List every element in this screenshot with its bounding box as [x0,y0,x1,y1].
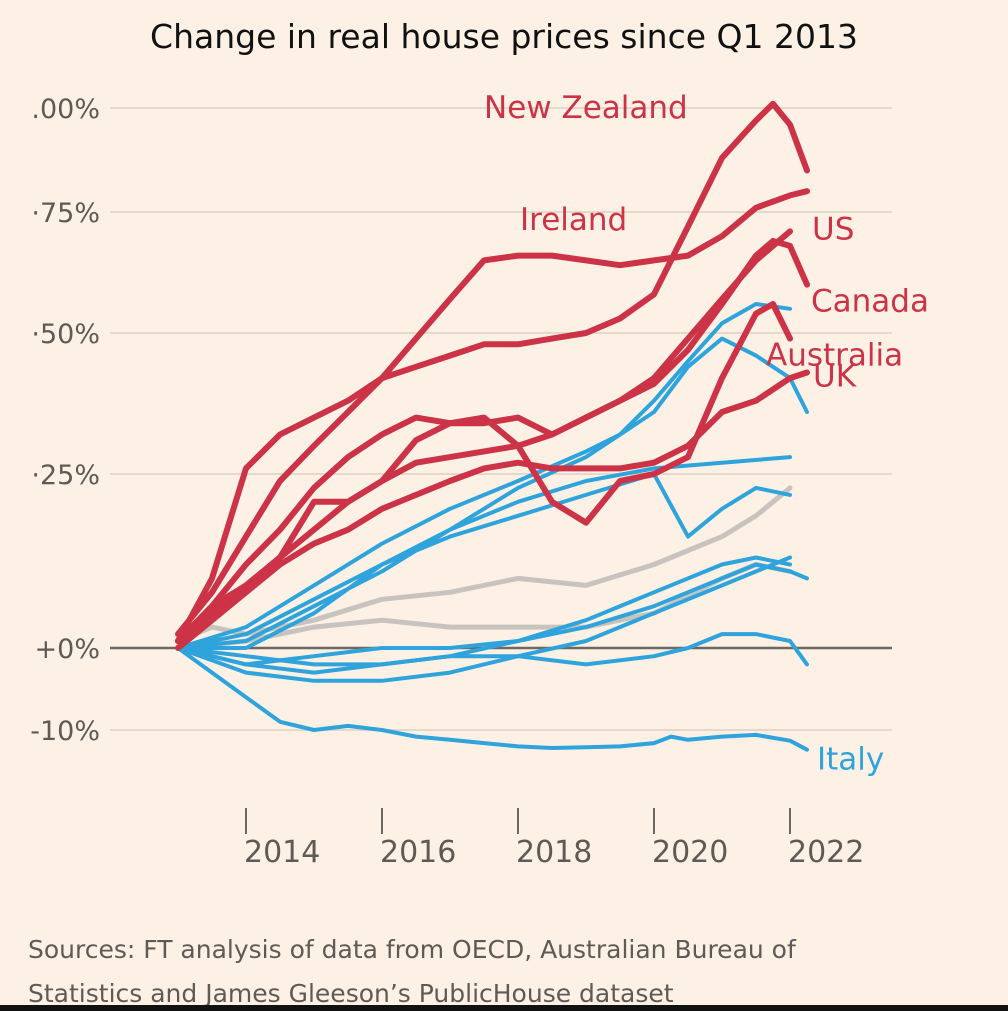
series-line-other-c [176,455,792,650]
source-line-1: Sources: FT analysis of data from OECD, … [28,935,797,964]
series-line-grey-a [175,485,793,644]
series-line-other-f [176,555,792,675]
y-tick-label: .00% [31,94,100,125]
series-label-ireland: Ireland [520,202,627,238]
series-line-italy [176,646,809,752]
series-label-uk: UK [813,358,857,394]
series-label-new-zealand: New Zealand [484,90,688,126]
x-tick-label: 2016 [380,835,456,870]
y-tick-label: ·25% [31,460,100,491]
series-line-new-zealand [175,100,810,638]
series-lines [175,100,810,752]
source-line-2: Statistics and James Gleeson’s PublicHou… [28,979,674,1008]
y-tick-label: -10% [30,716,100,747]
series-line-uk [175,369,810,651]
bottom-edge-bar [0,1005,1008,1011]
series-label-australia: Australia [766,338,903,374]
x-tick-label: 2018 [516,835,592,870]
x-tick-label: 2022 [788,835,864,870]
series-line-ireland [175,188,810,644]
y-tick-label: ·50% [31,319,100,350]
series-line-other-e [176,562,809,667]
series-label-italy: Italy [817,742,884,778]
series-line-other-d [176,472,792,650]
series-line-other-g [176,632,809,667]
y-tick-label: +0% [35,634,100,665]
series-label-canada: Canada [811,284,929,320]
y-axis-ticks: .00% ·75% ·50% ·25% +0% -10% [30,94,100,747]
series-label-us: US [812,211,854,247]
x-tick-label: 2020 [652,835,728,870]
x-axis-ticks: 2014 2016 2018 2020 2022 [244,808,864,870]
series-line-other-h [176,555,792,683]
series-line-australia [175,301,793,644]
source-note: Sources: FT analysis of data from OECD, … [28,935,797,1008]
series-line-other-a [176,302,792,650]
y-tick-label: ·75% [31,198,100,229]
series-line-canada [175,238,810,644]
series-line-other-b [176,336,809,650]
chart-title: Change in real house prices since Q1 201… [150,17,858,56]
x-tick-label: 2014 [244,835,320,870]
